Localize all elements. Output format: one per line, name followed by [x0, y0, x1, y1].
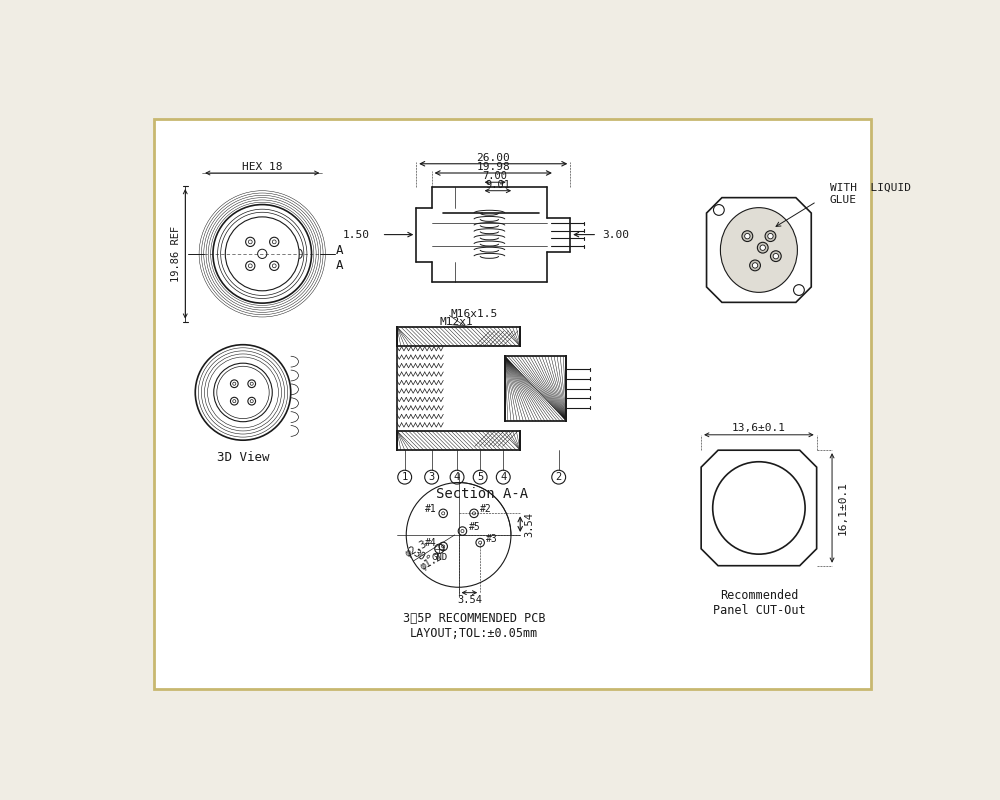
Circle shape	[768, 234, 773, 239]
Text: 26.00: 26.00	[476, 153, 510, 162]
Text: 3.00: 3.00	[603, 230, 630, 240]
Text: 4: 4	[454, 472, 460, 482]
Text: A: A	[336, 259, 343, 272]
Text: A: A	[336, 243, 343, 257]
Text: #1: #1	[425, 505, 437, 514]
Text: WITH  LIQUID
GLUE: WITH LIQUID GLUE	[830, 183, 911, 205]
Text: M16x1.5: M16x1.5	[451, 309, 498, 319]
Text: 19.86 REF: 19.86 REF	[171, 226, 181, 282]
Text: 3: 3	[429, 472, 435, 482]
Circle shape	[752, 262, 758, 268]
Text: GND: GND	[431, 554, 447, 562]
Text: HEX 18: HEX 18	[242, 162, 283, 172]
Circle shape	[757, 242, 768, 253]
Text: #3: #3	[486, 534, 498, 544]
Text: #5: #5	[469, 522, 480, 532]
Text: Recommended
Panel CUT-Out: Recommended Panel CUT-Out	[713, 589, 805, 617]
Circle shape	[750, 260, 760, 270]
Circle shape	[760, 245, 765, 250]
Circle shape	[770, 250, 781, 262]
Text: 2: 2	[556, 472, 562, 482]
Text: 16,1±0.1: 16,1±0.1	[838, 481, 848, 535]
Circle shape	[773, 254, 779, 259]
Ellipse shape	[720, 208, 797, 292]
Circle shape	[745, 234, 750, 239]
Bar	[397, 327, 520, 346]
Text: #4: #4	[425, 538, 437, 547]
Text: 30°: 30°	[412, 548, 432, 565]
Text: 4: 4	[500, 472, 506, 482]
Text: 5: 5	[477, 472, 483, 482]
Circle shape	[742, 230, 753, 242]
Text: 9.01: 9.01	[485, 179, 510, 190]
Text: 3.54: 3.54	[457, 595, 482, 606]
Text: 1: 1	[402, 472, 408, 482]
Text: #2: #2	[480, 505, 492, 514]
Text: 13,6±0.1: 13,6±0.1	[732, 423, 786, 433]
Text: 1.50: 1.50	[343, 230, 370, 240]
Circle shape	[765, 230, 776, 242]
Text: 7.00: 7.00	[482, 171, 507, 181]
Text: 3.54: 3.54	[524, 512, 534, 537]
Text: φ2.3: φ2.3	[404, 538, 429, 559]
Text: 3˅5P RECOMMENDED PCB
LAYOUT;TOL:±0.05mm: 3˅5P RECOMMENDED PCB LAYOUT;TOL:±0.05mm	[403, 612, 545, 640]
Text: 19.98: 19.98	[476, 162, 510, 172]
Text: 3D View: 3D View	[217, 451, 269, 464]
Text: M12x1: M12x1	[439, 318, 473, 327]
Bar	[505, 356, 566, 421]
Text: φ1.2: φ1.2	[419, 552, 444, 572]
Text: Section A-A: Section A-A	[436, 487, 528, 501]
Bar	[397, 431, 520, 450]
